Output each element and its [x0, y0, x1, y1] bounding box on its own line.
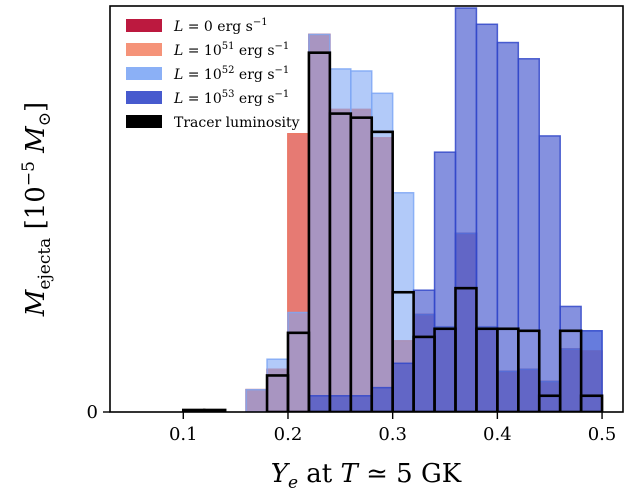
x-tick-label-4: 0.5	[588, 424, 617, 445]
bar-series-3-bin-10	[391, 362, 415, 412]
legend-swatch-3	[126, 91, 162, 104]
tracer-bin-1	[202, 408, 227, 412]
bar-series-3-bin-11	[412, 289, 436, 412]
y-axis-title: Mejecta [10−5 M⊙]	[19, 102, 55, 317]
legend-label-2: L = 1052 erg s−1	[173, 65, 289, 83]
y-tick-label-0: 0	[87, 402, 98, 423]
bar-series-2-bin-7	[329, 68, 352, 412]
x-tick-label-1: 0.2	[274, 424, 303, 445]
legend-swatch-4	[126, 115, 162, 128]
tracer-step-outline	[181, 51, 604, 412]
legend-label-3: L = 1053 erg s−1	[173, 89, 289, 107]
legend-swatch-0	[126, 19, 162, 32]
x-axis-title: Ye at T ≃ 5 GK	[271, 459, 462, 491]
tracer-bin-19	[579, 394, 604, 412]
bar-series-3-bin-16	[517, 58, 540, 412]
x-tick-label-3: 0.4	[483, 424, 512, 445]
bar-series-2-bin-8	[350, 70, 373, 412]
bar-series-3-bin-15	[496, 41, 520, 412]
x-axis-ticks: 0.1 0.2 0.3 0.4 0.5	[169, 412, 616, 445]
x-tick-label-0: 0.1	[169, 424, 198, 445]
bar-series-3-bin-7	[329, 395, 352, 412]
bar-series-3-bin-9	[370, 386, 394, 412]
bar-series-2-bin-3	[245, 388, 268, 412]
bar-series-3-bin-6	[308, 395, 331, 412]
bar-series-3-bin-8	[350, 395, 373, 412]
bar-series-2-bin-5	[287, 311, 310, 412]
legend-label-4: Tracer luminosity	[174, 115, 300, 131]
bar-series-2-bin-4	[266, 358, 289, 412]
bar-series-3-bin-17	[538, 135, 561, 412]
bar-series-2-bin-6	[308, 33, 331, 412]
legend-swatch-2	[126, 67, 162, 80]
tracer-bin-9	[370, 130, 394, 412]
legend-label-0: L = 0 erg s−1	[173, 17, 268, 35]
bar-series-3-bin-14	[475, 23, 499, 412]
legend-label-1: L = 1051 erg s−1	[173, 41, 289, 59]
bar-series-3-bin-18	[559, 305, 582, 412]
plot-frame	[109, 5, 624, 413]
bar-series-3-bin-12	[433, 151, 457, 412]
bar-series-2-bin-9	[370, 92, 394, 412]
bar-series-3-bin-19	[580, 330, 603, 412]
y-axis-ticks: 0	[87, 402, 110, 423]
histogram-bars	[245, 7, 603, 412]
legend: L = 0 erg s−1 L = 1051 erg s−1 L = 1052 er…	[126, 17, 300, 131]
bar-series-3-bin-13	[454, 7, 478, 412]
x-tick-label-2: 0.3	[378, 424, 407, 445]
legend-swatch-1	[126, 43, 162, 56]
